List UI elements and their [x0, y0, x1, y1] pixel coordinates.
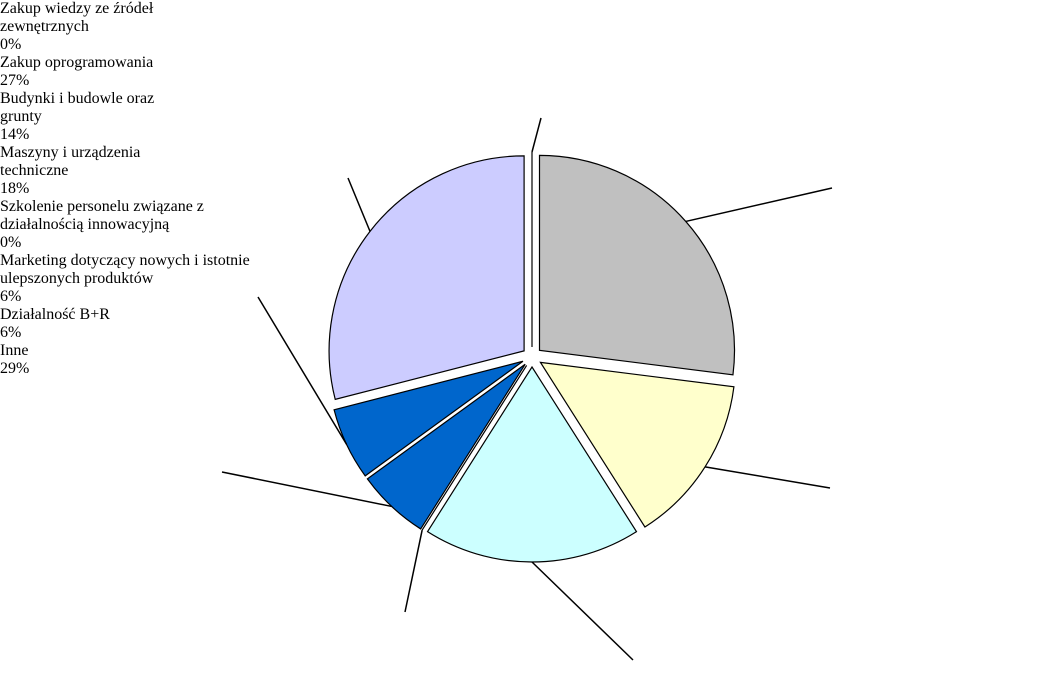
category-label: Działalność B+R	[0, 306, 110, 323]
leader-line	[704, 466, 831, 489]
slice-label: Działalność B+R 6%	[0, 306, 200, 342]
leader-line	[221, 471, 392, 508]
category-label: Zakup wiedzy ze źródeł zewnętrznych	[0, 0, 154, 35]
value-label: 0%	[0, 234, 22, 251]
slice-label: Zakup wiedzy ze źródeł zewnętrznych 0%	[0, 0, 240, 54]
slice-label: Marketing dotyczący nowych i istotnie ul…	[0, 252, 260, 306]
value-label: 18%	[0, 180, 30, 197]
slice-label: Maszyny i urządzenia techniczne 18%	[0, 144, 150, 198]
slice-label: Inne 29%	[0, 342, 100, 378]
leader-line	[531, 117, 542, 153]
leader-line	[404, 529, 423, 613]
category-label: Zakup oprogramowania	[0, 54, 154, 71]
value-label: 27%	[0, 72, 30, 89]
pie-slice	[333, 360, 524, 477]
category-label: Maszyny i urządzenia techniczne	[0, 144, 141, 179]
pie-slice	[421, 365, 528, 531]
value-label: 0%	[0, 36, 22, 53]
value-label: 29%	[0, 360, 30, 377]
pie-slice	[426, 365, 638, 563]
value-label: 6%	[0, 288, 22, 305]
leader-line	[685, 187, 833, 223]
category-label: Inne	[0, 342, 29, 359]
slice-label: Zakup oprogramowania 27%	[0, 54, 200, 90]
value-label: 6%	[0, 324, 22, 341]
slice-label: Szkolenie personelu związane z działalno…	[0, 198, 240, 252]
leader-line	[257, 296, 348, 445]
leader-line	[347, 177, 371, 232]
category-label: Szkolenie personelu związane z działalno…	[0, 198, 204, 233]
slice-label: Budynki i budowle oraz grunty 14%	[0, 90, 180, 144]
value-label: 14%	[0, 126, 30, 143]
pie-slice	[538, 154, 736, 376]
pie-slice	[539, 361, 735, 528]
category-label: Budynki i budowle oraz grunty	[0, 90, 155, 125]
pie-slice	[366, 363, 526, 530]
category-label: Marketing dotyczący nowych i istotnie ul…	[0, 252, 250, 287]
leader-line	[531, 561, 634, 661]
pie-slice	[328, 155, 525, 401]
